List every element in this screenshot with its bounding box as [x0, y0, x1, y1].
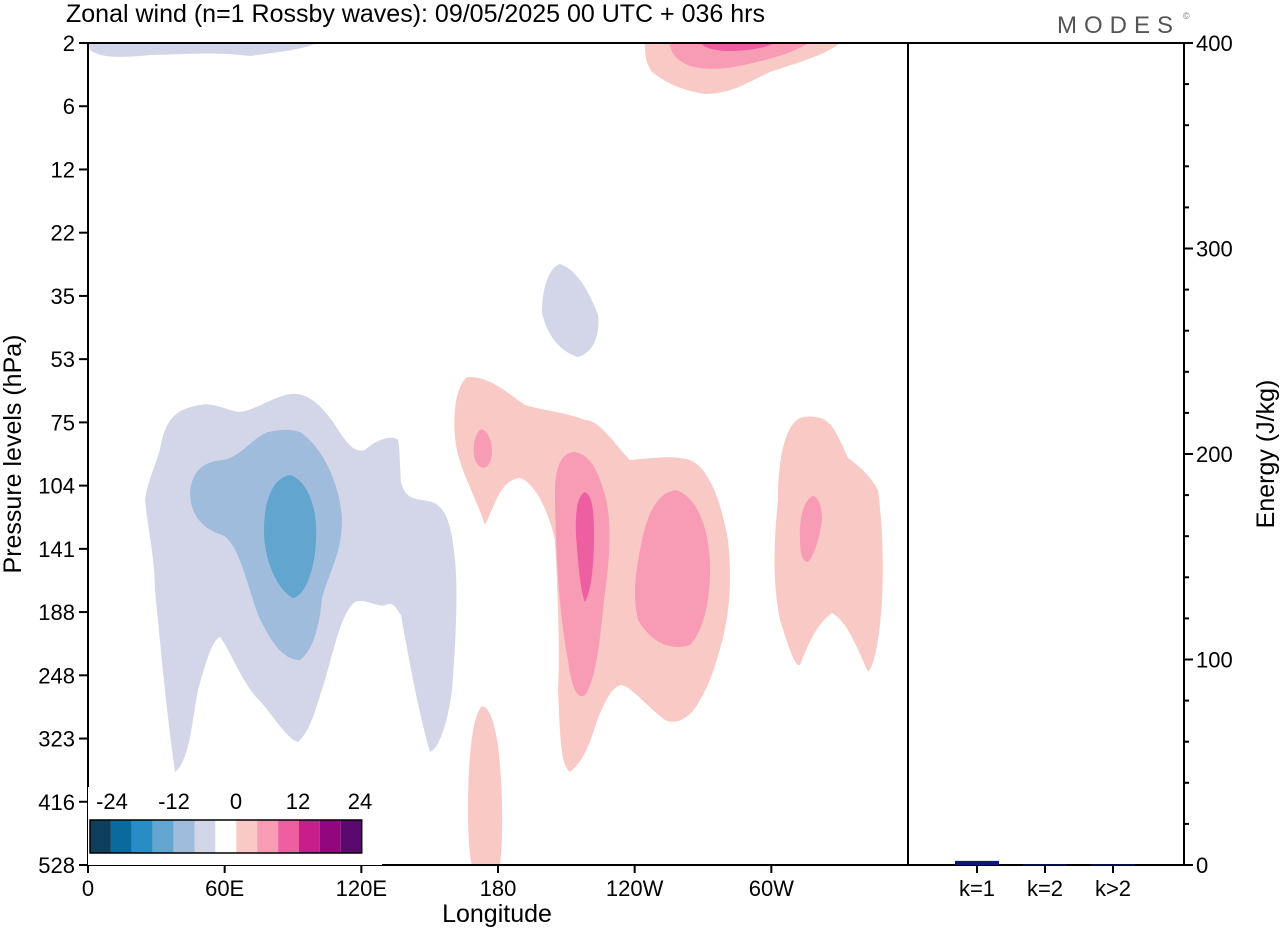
- contour-fills: [88, 43, 883, 865]
- negative-contour-level-1: [542, 264, 599, 357]
- y-tick-label: 141: [38, 537, 75, 562]
- positive-contour-level-3: [575, 492, 594, 602]
- positive-contour-level-3: [700, 43, 775, 51]
- negative-contour-level-3: [264, 475, 317, 598]
- x-axis-label: Longitude: [442, 900, 552, 928]
- energy-y-axis: 0 100 200 300 400: [1184, 31, 1233, 878]
- energy-tick-label: 400: [1196, 31, 1233, 56]
- energy-tick-label: 300: [1196, 237, 1233, 262]
- energy-bar: [1091, 864, 1135, 866]
- colorbar-swatch: [236, 820, 258, 853]
- x-tick-label: 0: [82, 876, 94, 901]
- y-axis: 2 6 12 22 35 53 75 104 141 188 248 323 416 528: [38, 31, 88, 878]
- colorbar-swatch: [340, 820, 362, 853]
- positive-contour-level-1: [468, 706, 503, 865]
- colorbar-swatch: [110, 820, 132, 853]
- x-tick-label: 120W: [606, 876, 664, 901]
- x-axis: 0 60E 120E 180 120W 60W: [82, 865, 794, 901]
- energy-panel: 0 100 200 300 400 k=1 k=2 k>2: [907, 31, 1233, 901]
- energy-category-label: k=1: [959, 876, 995, 901]
- colorbar-swatch: [173, 820, 195, 853]
- colorbar-label: 0: [230, 789, 242, 814]
- positive-contour-level-2: [473, 429, 492, 468]
- colorbar-label: -12: [158, 789, 190, 814]
- positive-contour-level-2: [635, 490, 710, 648]
- y-tick-label: 53: [51, 347, 75, 372]
- energy-x-axis: k=1 k=2 k>2: [959, 865, 1131, 901]
- brand-mark: ©: [1183, 11, 1190, 21]
- colorbar-label: -24: [96, 789, 128, 814]
- x-tick-label: 180: [480, 876, 517, 901]
- negative-contour-level-1: [88, 43, 318, 57]
- chart-title: Zonal wind (n=1 Rossby waves): 09/05/202…: [66, 0, 765, 28]
- energy-tick-label: 200: [1196, 442, 1233, 467]
- contour-panel: 2 6 12 22 35 53 75 104 141 188 248 323 416 528 0 60E 12…: [38, 31, 909, 901]
- x-tick-label: 60E: [205, 876, 244, 901]
- energy-bars: [955, 860, 1135, 866]
- y-tick-label: 6: [63, 94, 75, 119]
- energy-category-label: k=2: [1027, 876, 1063, 901]
- colorbar-swatch: [299, 820, 320, 853]
- y-tick-label: 35: [51, 284, 75, 309]
- colorbar-label: 12: [286, 789, 310, 814]
- energy-category-label: k>2: [1095, 876, 1131, 901]
- energy-bar: [955, 860, 999, 865]
- y-tick-label: 188: [38, 600, 75, 625]
- positive-contour-level-2: [799, 496, 822, 562]
- y-tick-label: 75: [51, 410, 75, 435]
- colorbar-frame: [89, 819, 363, 854]
- y-tick-label: 2: [63, 31, 75, 56]
- colorbar-swatch: [319, 820, 341, 853]
- brand-logo: MODES: [1057, 12, 1180, 39]
- energy-tick-label: 0: [1196, 853, 1208, 878]
- y-tick-label: 416: [38, 790, 75, 815]
- colorbar-swatch: [131, 820, 153, 853]
- y-axis-label: Pressure levels (hPa): [0, 335, 27, 574]
- colorbar-swatch: [194, 820, 216, 853]
- colorbar-swatch: [278, 820, 299, 853]
- energy-axis-label: Energy (J/kg): [1252, 380, 1280, 529]
- y-tick-label: 248: [38, 663, 75, 688]
- energy-frame: [907, 42, 1185, 866]
- energy-tick-label: 100: [1196, 648, 1233, 673]
- colorbar-swatch: [257, 820, 279, 853]
- y-tick-label: 22: [51, 221, 75, 246]
- y-tick-label: 323: [38, 727, 75, 752]
- y-tick-label: 528: [38, 853, 75, 878]
- colorbar-swatch: [152, 820, 174, 853]
- y-tick-label: 12: [51, 157, 75, 182]
- y-tick-label: 104: [38, 474, 75, 499]
- positive-contour-level-2: [670, 43, 808, 69]
- colorbar-legend: -24 -12 0 12 24: [88, 787, 382, 865]
- energy-bar: [1023, 864, 1067, 866]
- positive-contour-level-1: [774, 416, 883, 672]
- x-tick-label: 120E: [336, 876, 387, 901]
- colorbar-label: 24: [348, 789, 372, 814]
- colorbar-swatch: [215, 820, 237, 853]
- colorbar-swatch: [90, 820, 111, 853]
- x-tick-label: 60W: [749, 876, 794, 901]
